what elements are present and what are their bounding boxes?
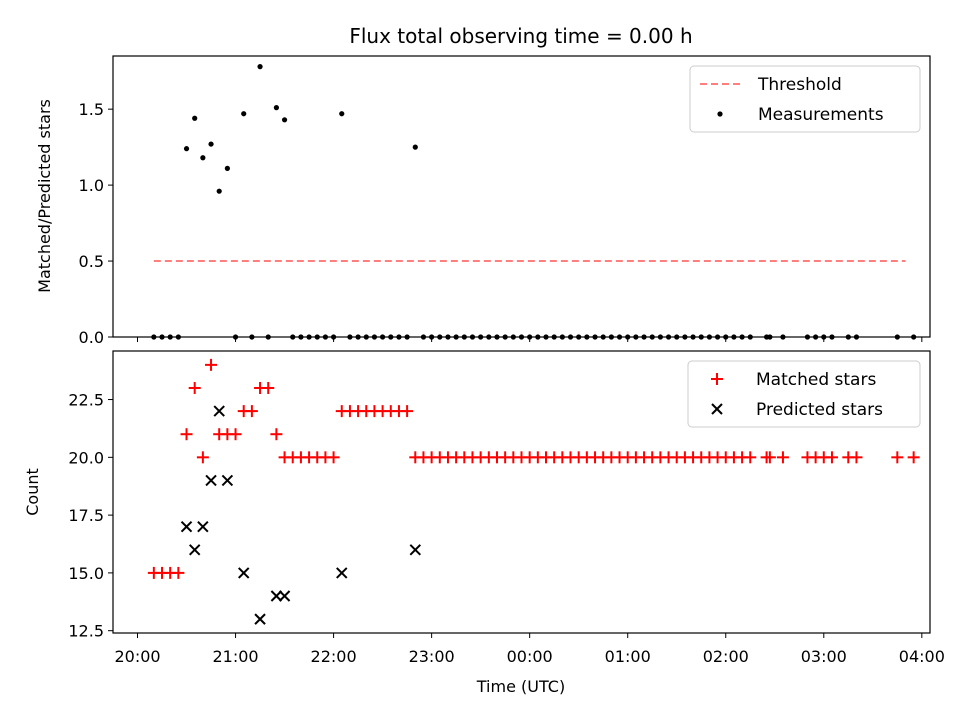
matched-star-marker (188, 381, 201, 394)
predicted-legend-label: Predicted stars (756, 400, 883, 420)
bottom-y-tick-label: 22.5 (68, 391, 104, 410)
matched-star-marker (850, 451, 863, 464)
matched-star-marker (744, 451, 757, 464)
top-y-ticks: 0.0 0.5 1.0 1.5 (79, 100, 113, 347)
predicted-star-marker (221, 474, 234, 487)
measurements-legend-label: Measurements (758, 105, 884, 125)
top-y-tick-label: 0.5 (79, 252, 104, 271)
bottom-y-tick-label: 15.0 (68, 564, 104, 583)
matched-star-marker (196, 451, 209, 464)
x-tick-label: 01:00 (605, 647, 651, 666)
matched-star-marker (270, 428, 283, 441)
bottom-y-tick-label: 17.5 (68, 506, 104, 525)
matched-star-marker (763, 451, 776, 464)
matched-star-marker (327, 451, 340, 464)
measurement-point (192, 115, 198, 121)
measurement-point (412, 144, 418, 150)
predicted-star-marker (278, 590, 291, 602)
threshold-legend-label: Threshold (757, 75, 842, 95)
matched-star-marker (172, 566, 185, 579)
top-subplot: Matched/Predicted stars 0.0 0.5 1.0 1.5 Thr… (35, 55, 931, 347)
predicted-star-marker (205, 474, 217, 487)
x-tick-label: 22:00 (311, 647, 357, 666)
matched-legend-swatch (711, 373, 723, 385)
bottom-x-ticks: 20:00 21:00 22:00 23:00 00:00 01:00 02:00 03:00… (114, 633, 945, 666)
bottom-y-axis-label: Count (23, 468, 42, 516)
x-tick-label: 04:00 (899, 647, 945, 666)
x-tick-label: 02:00 (703, 647, 749, 666)
measurement-point (339, 111, 345, 117)
predicted-star-marker (254, 613, 266, 625)
predicted-star-marker (188, 544, 201, 556)
measurement-point (208, 141, 214, 147)
bottom-y-tick-label: 12.5 (68, 622, 104, 641)
measurement-point (281, 117, 288, 123)
matched-star-marker (245, 405, 258, 418)
predicted-star-marker (409, 544, 421, 556)
top-y-tick-label: 1.5 (79, 100, 104, 119)
bottom-y-tick-label: 20.0 (68, 448, 104, 467)
matched-star-marker (229, 428, 242, 441)
predicted-star-marker (213, 405, 225, 417)
bottom-y-ticks: 12.5 15.0 17.5 20.0 22.5 (68, 391, 113, 641)
matched-star-marker (401, 405, 414, 418)
bottom-axes-frame (112, 350, 931, 634)
x-tick-label: 20:00 (114, 647, 160, 666)
top-y-axis-label: Matched/Predicted stars (35, 99, 54, 293)
bottom-legend: Matched stars Predicted stars (687, 360, 921, 428)
top-legend-box (689, 65, 921, 133)
predicted-star-marker (197, 520, 209, 533)
top-x-ticks (137, 337, 923, 342)
x-tick-label: 23:00 (409, 647, 455, 666)
predicted-star-marker (238, 567, 250, 579)
matched-star-marker (825, 451, 838, 464)
measurement-point (224, 165, 230, 171)
matched-legend-label: Matched stars (756, 370, 876, 390)
matched-star-marker (907, 451, 920, 464)
matched-star-marker (891, 451, 904, 464)
top-y-tick-label: 1.0 (79, 176, 104, 195)
matched-star-marker (205, 358, 218, 371)
measurement-point (183, 146, 190, 152)
x-tick-label: 21:00 (212, 647, 258, 666)
matched-star-marker (776, 451, 789, 464)
measurement-point (200, 155, 206, 161)
top-legend: Threshold Measurements (689, 65, 921, 133)
x-axis-label: Time (UTC) (476, 677, 565, 696)
bottom-legend-box (687, 360, 921, 428)
measurement-point (241, 111, 247, 117)
measurement-point (216, 188, 222, 194)
measurement-point (257, 64, 263, 70)
top-axes-frame (112, 55, 931, 338)
predicted-star-marker (336, 567, 348, 579)
measurement-point (273, 105, 279, 111)
bottom-plot-marks (147, 358, 920, 625)
predicted-star-marker (270, 590, 283, 602)
measurements-legend-swatch (717, 111, 723, 117)
top-y-tick-label: 0.0 (79, 328, 104, 347)
predicted-legend-swatch (711, 403, 723, 415)
bottom-subplot: Count Time (UTC) 12.5 15.0 17.5 20.0 22.5 20… (23, 350, 945, 696)
x-tick-label: 00:00 (507, 647, 553, 666)
x-tick-label: 03:00 (801, 647, 847, 666)
matched-star-marker (180, 428, 193, 441)
matched-star-marker (262, 381, 275, 394)
figure-title: Flux total observing time = 0.00 h (349, 24, 692, 48)
predicted-star-marker (180, 520, 193, 533)
